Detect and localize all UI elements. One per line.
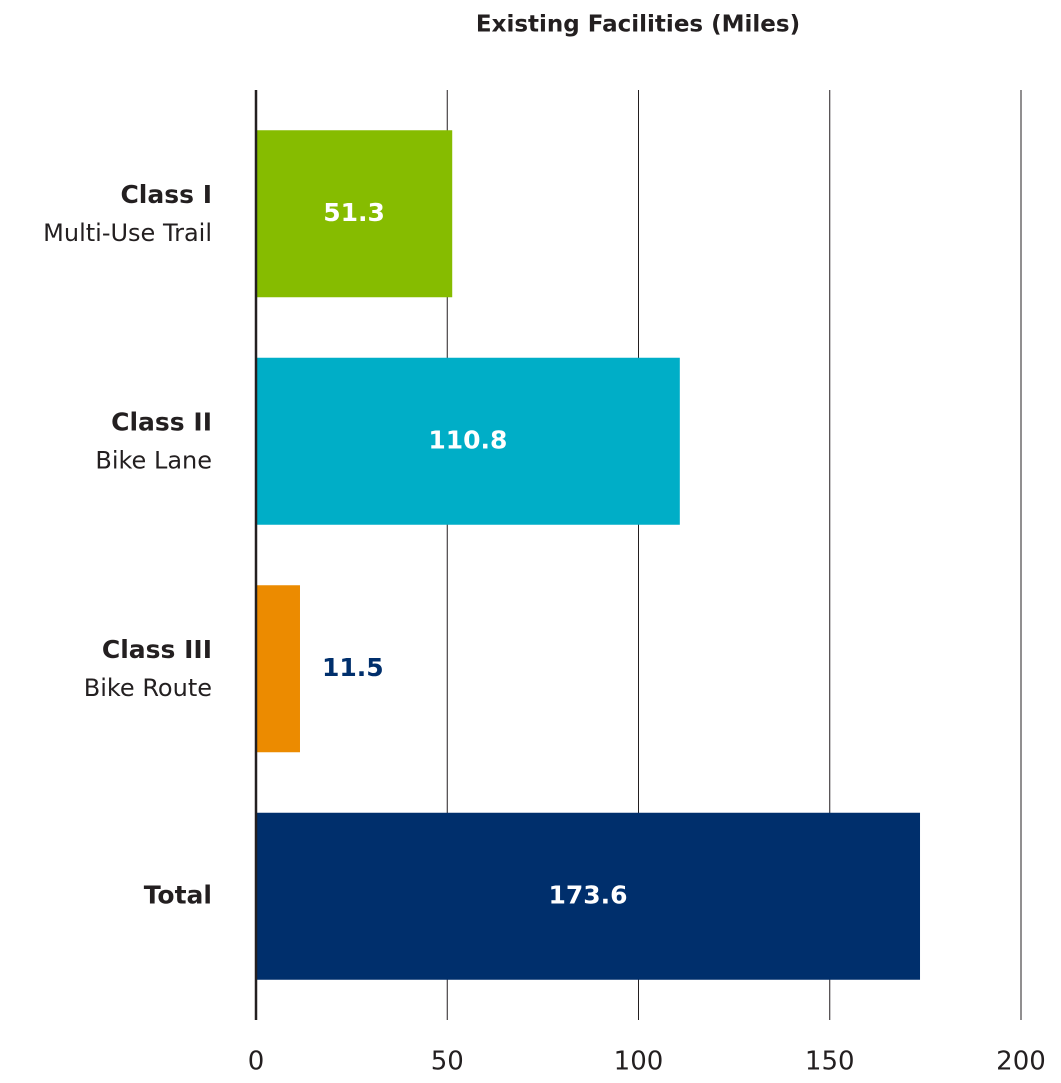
value-label: 110.8 [428,425,507,454]
category-label: Total [144,880,212,909]
chart-title: Existing Facilities (Miles) [476,12,800,38]
bar [256,357,680,525]
x-tick-label: 0 [248,1047,265,1077]
value-label: 51.3 [323,198,385,227]
value-label: 11.5 [322,653,384,682]
x-tick-label: 150 [805,1047,855,1077]
category-label: Class I [120,180,212,209]
bar [256,812,921,980]
category-description: Bike Lane [95,446,212,474]
x-tick-label: 200 [996,1047,1046,1077]
value-label: 173.6 [548,880,627,909]
x-tick-label: 100 [614,1047,664,1077]
category-description: Multi-Use Trail [43,219,212,247]
bar [256,130,453,298]
category-description: Bike Route [84,674,212,702]
x-tick-label: 50 [431,1047,464,1077]
category-label: Class III [102,635,212,664]
bar [256,585,300,753]
category-label: Class II [111,407,212,436]
